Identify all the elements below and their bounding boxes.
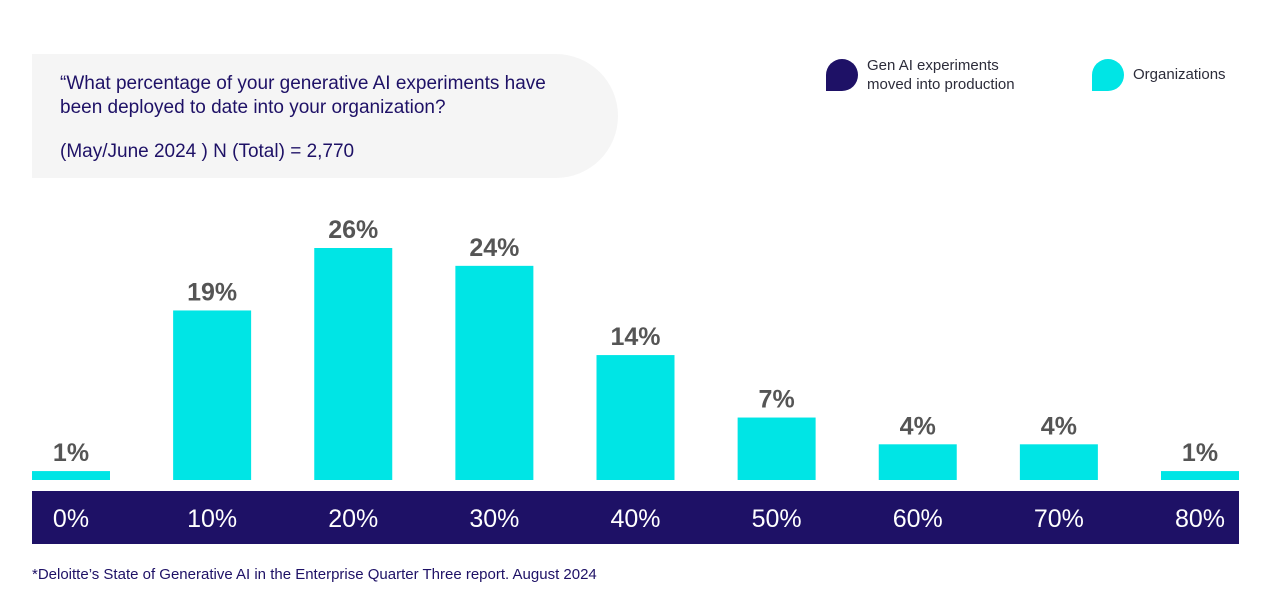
- value-label: 7%: [759, 386, 795, 414]
- legend-swatch-organizations: [1092, 59, 1124, 91]
- value-label: 24%: [469, 234, 519, 262]
- value-label: 19%: [187, 278, 237, 306]
- legend-label-production: Gen AI experiments moved into production: [867, 57, 1015, 93]
- x-tick-label: 30%: [469, 505, 519, 533]
- legend-item-production: Gen AI experiments moved into production: [826, 56, 1037, 94]
- value-label: 1%: [1182, 439, 1218, 467]
- bar-40pct: [596, 355, 675, 480]
- bar-80pct: [1161, 471, 1239, 480]
- value-label: 1%: [53, 439, 89, 467]
- footnote: *Deloitte’s State of Generative AI in th…: [32, 566, 597, 583]
- question-box: “What percentage of your generative AI e…: [32, 54, 618, 178]
- x-tick-label: 60%: [893, 505, 943, 533]
- question-meta: (May/June 2024 ) N (Total) = 2,770: [60, 141, 355, 162]
- legend: Gen AI experiments moved into production…: [826, 56, 1246, 96]
- legend-swatch-production: [826, 59, 858, 91]
- x-tick-label: 40%: [610, 505, 660, 533]
- value-label: 4%: [900, 412, 936, 440]
- legend-label-organizations: Organizations: [1133, 66, 1226, 83]
- question-text: “What percentage of your generative AI e…: [60, 73, 546, 118]
- x-tick-label: 0%: [53, 505, 89, 533]
- x-tick-label: 80%: [1175, 505, 1225, 533]
- value-label: 14%: [610, 323, 660, 351]
- value-label: 26%: [328, 216, 378, 244]
- bar-20pct: [314, 248, 393, 480]
- value-label: 4%: [1041, 412, 1077, 440]
- x-tick-label: 10%: [187, 505, 237, 533]
- x-tick-label: 70%: [1034, 505, 1084, 533]
- legend-item-organizations: Organizations: [1092, 56, 1226, 91]
- x-tick-label: 20%: [328, 505, 378, 533]
- x-axis-band: [32, 491, 1239, 544]
- bar-50pct: [737, 417, 816, 480]
- bar-10pct: [173, 310, 252, 480]
- bar-70pct: [1019, 444, 1098, 480]
- x-tick-label: 50%: [752, 505, 802, 533]
- bar-60pct: [878, 444, 957, 480]
- bar-0pct: [32, 471, 110, 480]
- bar-30pct: [455, 265, 534, 480]
